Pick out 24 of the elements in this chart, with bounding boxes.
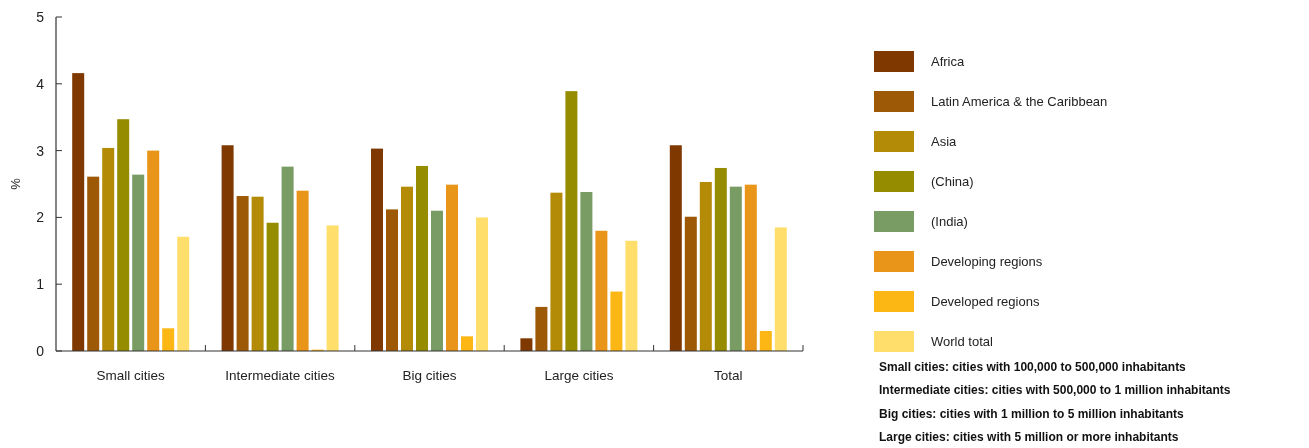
x-tick-label: Total [714, 368, 743, 383]
x-tick-label: Big cities [402, 368, 457, 383]
text: Intermediate cities: cities with 500,000 to 1 million inhabitants [879, 383, 1231, 398]
y-tick-label: 5 [36, 8, 45, 25]
legend-label: (India) [931, 214, 968, 230]
y-tick-label: 4 [36, 75, 45, 92]
x-tick-label: Intermediate cities [225, 368, 336, 383]
y-axis-title: % [8, 177, 23, 190]
legend-label: World total [931, 334, 994, 350]
text: Big cities: cities with 1 million to 5 million inhabitants [879, 406, 1185, 421]
y-tick-label: 1 [36, 276, 45, 293]
legend-label: Africa [931, 54, 965, 70]
legend-label: Latin America & the Caribbean [931, 94, 1108, 110]
legend-label: Asia [931, 134, 958, 150]
x-tick-label: Small cities [96, 368, 166, 383]
text: Large cities: cities with 5 million or more inhabitants [879, 430, 1179, 445]
legend-label: Developing regions [931, 254, 1043, 270]
x-tick-label: Large cities [544, 368, 614, 383]
text: Small cities: cities with 100,000 to 500,000 inhabitants [879, 360, 1187, 374]
legend-label: (China) [931, 174, 974, 190]
y-tick-label: 2 [36, 209, 45, 226]
legend-label: Developed regions [931, 294, 1040, 310]
y-tick-label: 0 [36, 342, 45, 359]
y-tick-label: 3 [36, 142, 45, 159]
